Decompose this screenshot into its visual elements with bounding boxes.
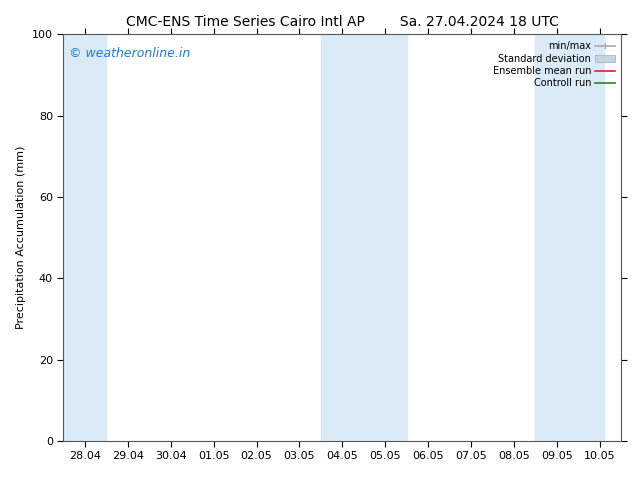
Bar [536, 34, 604, 441]
Bar [63, 34, 107, 441]
Text: © weatheronline.in: © weatheronline.in [69, 47, 190, 59]
Title: CMC-ENS Time Series Cairo Intl AP        Sa. 27.04.2024 18 UTC: CMC-ENS Time Series Cairo Intl AP Sa. 27… [126, 15, 559, 29]
Legend: min/max, Standard deviation, Ensemble mean run, Controll run: min/max, Standard deviation, Ensemble me… [491, 39, 616, 90]
Y-axis label: Precipitation Accumulation (mm): Precipitation Accumulation (mm) [16, 146, 27, 329]
Bar [321, 34, 407, 441]
